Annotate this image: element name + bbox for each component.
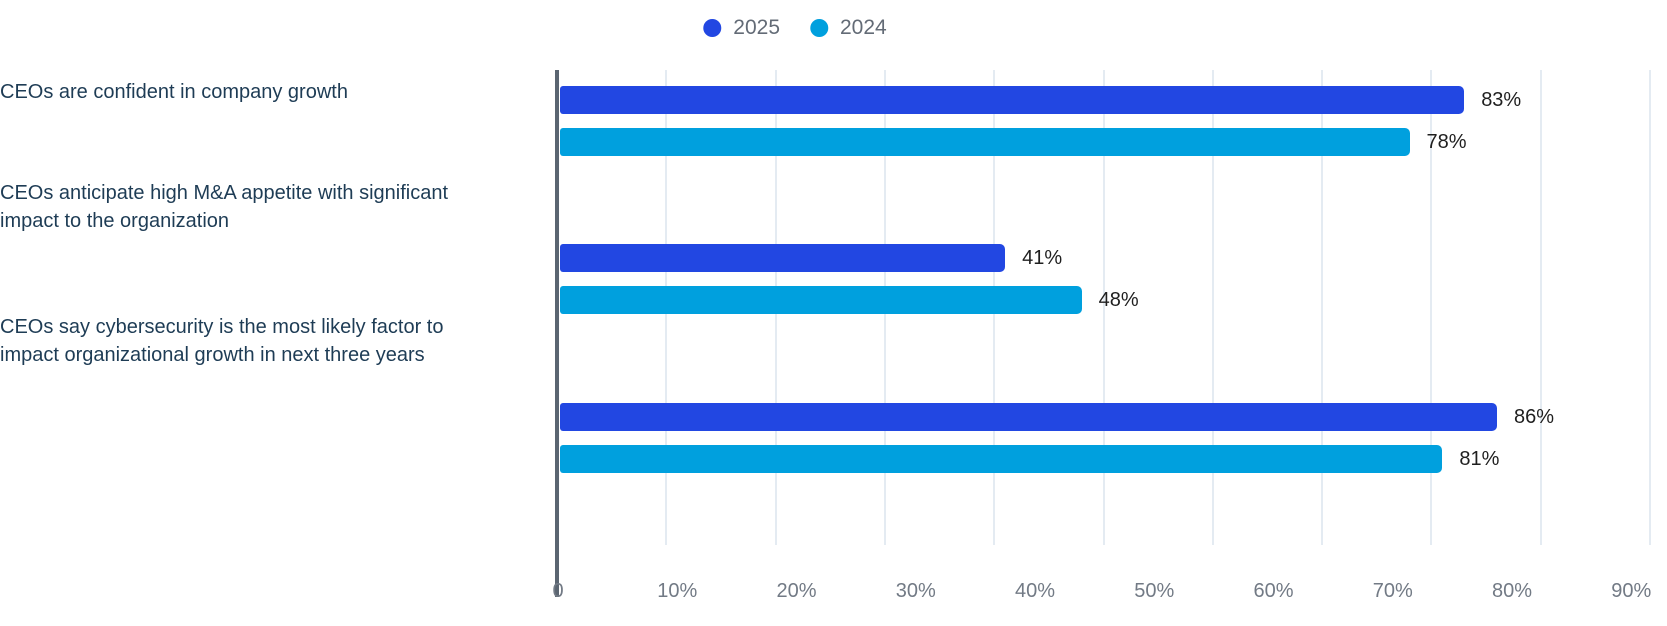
x-tick-40%: 40% <box>1014 580 1056 602</box>
x-tick-80%: 80% <box>1491 580 1533 602</box>
legend-item-2024: 2024 <box>810 16 887 40</box>
bar-2024-group2[interactable] <box>560 286 1082 314</box>
bar-value-label: 41% <box>1022 247 1063 269</box>
category-label-1: CEOs are confident in company growth <box>0 81 348 103</box>
category-label-3: CEOs say cybersecurity is the most likel… <box>0 316 444 366</box>
legend: 2025 2024 <box>703 16 887 40</box>
gridline-100 <box>1649 70 1651 545</box>
bar-2025-group1[interactable] <box>560 86 1465 114</box>
bar-value-label: 83% <box>1481 89 1522 111</box>
x-tick-50%: 50% <box>1134 580 1175 602</box>
gridline-70 <box>1321 70 1324 545</box>
bar-value-label: 81% <box>1459 448 1500 470</box>
bar-value-label: 78% <box>1426 131 1467 153</box>
gridline-60 <box>1211 70 1214 545</box>
legend-label: 2025 <box>733 16 780 39</box>
legend-dot-icon <box>703 19 722 37</box>
category-label-2: CEOs anticipate high M&A appetite with s… <box>0 182 449 232</box>
legend-label: 2024 <box>840 16 887 39</box>
bar-value-label: 86% <box>1513 406 1554 428</box>
x-axis-baseline <box>555 70 559 597</box>
gridline-50 <box>1102 70 1105 545</box>
legend-dot-icon <box>810 19 828 37</box>
bar-2025-group3[interactable] <box>560 403 1497 431</box>
x-tick-60%: 60% <box>1253 580 1294 602</box>
gridline-80 <box>1430 70 1433 545</box>
x-tick-70%: 70% <box>1372 580 1413 602</box>
bar-2025-group2[interactable] <box>560 244 1006 272</box>
x-tick-30%: 30% <box>895 580 936 602</box>
bar-2024-group1[interactable] <box>560 128 1410 156</box>
gridline-90 <box>1539 70 1542 545</box>
x-tick-20%: 20% <box>776 580 817 602</box>
legend-item-2025: 2025 <box>703 16 780 40</box>
x-tick-90%: 90% <box>1611 580 1652 602</box>
x-tick-0: 0 <box>552 580 564 602</box>
x-tick-10%: 10% <box>657 580 698 602</box>
bar-2024-group3[interactable] <box>560 445 1443 473</box>
bar-value-label: 48% <box>1098 289 1139 311</box>
